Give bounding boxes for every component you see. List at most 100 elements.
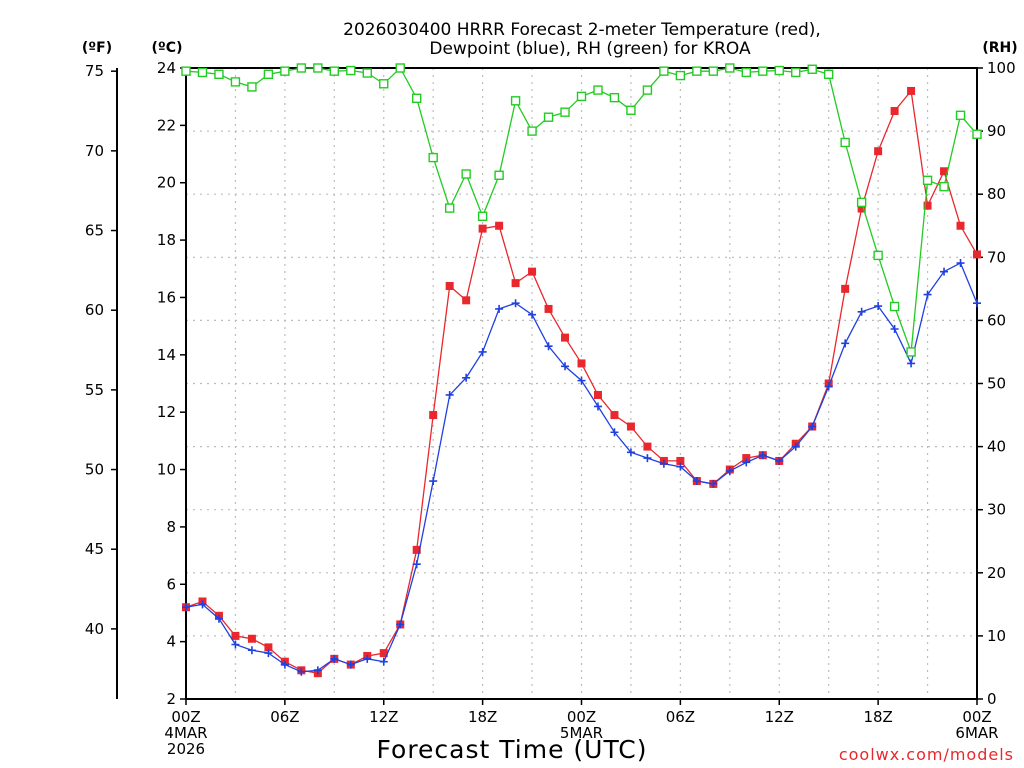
dewpoint-point — [923, 290, 932, 299]
rh-point — [791, 67, 801, 78]
temperature-point — [462, 296, 471, 305]
fahrenheit-tick-label: 50 — [85, 461, 104, 479]
rh-point — [543, 112, 554, 122]
temperature-point — [495, 221, 504, 230]
dewpoint-point — [593, 402, 602, 411]
rh-tick-label: 60 — [987, 311, 1006, 329]
x-tick-label: 2026 — [167, 740, 205, 758]
dewpoint-point — [247, 646, 256, 655]
rh-point — [741, 67, 751, 78]
rh-point — [659, 66, 669, 76]
x-tick-label: 06Z — [666, 708, 695, 726]
rh-point — [675, 70, 686, 81]
rh-point — [708, 66, 719, 76]
dewpoint-point — [445, 390, 454, 399]
dewpoint-point — [758, 451, 767, 460]
fahrenheit-tick-label: 45 — [85, 540, 104, 558]
temperature-point — [231, 631, 240, 640]
temperature-point — [610, 411, 619, 420]
rh-point — [840, 137, 850, 148]
rh-point — [247, 82, 257, 92]
rh-point — [395, 63, 405, 73]
celsius-tick-label: 6 — [166, 575, 176, 593]
fahrenheit-tick-label: 40 — [85, 620, 104, 638]
temperature-point — [593, 390, 602, 399]
dewpoint-point — [841, 339, 850, 348]
rh-point — [642, 85, 653, 95]
rh-point — [510, 96, 521, 106]
dewpoint-point — [231, 640, 240, 649]
rh-point — [329, 66, 340, 76]
temperature-point — [956, 221, 965, 230]
rh-point — [906, 347, 916, 357]
dewpoint-point — [363, 654, 372, 663]
celsius-tick-label: 10 — [157, 461, 176, 479]
temperature-point — [742, 454, 751, 463]
dewpoint-point — [478, 347, 487, 356]
credit-text: coolwx.com/models — [839, 745, 1014, 764]
dewpoint-point — [659, 459, 668, 468]
dewpoint-point — [495, 304, 504, 313]
dewpoint-point — [709, 479, 718, 488]
dewpoint-point — [676, 462, 685, 471]
rh-point — [444, 203, 455, 213]
rh-point — [725, 63, 735, 73]
x-tick-label: 4MAR — [164, 724, 207, 742]
temperature-point — [890, 107, 899, 116]
rh-tick-label: 80 — [987, 185, 1006, 203]
dewpoint-point — [544, 342, 553, 351]
rh-point — [263, 69, 274, 80]
rh-point — [362, 68, 372, 78]
rh-point — [280, 66, 290, 76]
rh-point — [576, 91, 587, 102]
rh-point — [412, 93, 422, 103]
dewpoint-point — [462, 373, 471, 382]
rh-point — [461, 169, 471, 179]
x-tick-label: 00Z — [171, 708, 200, 726]
chart-title-line-2: Dewpoint (blue), RH (green) for KROA — [429, 39, 751, 59]
dewpoint-point — [412, 560, 421, 569]
celsius-tick-label: 4 — [166, 633, 176, 651]
dewpoint-point — [857, 307, 866, 316]
rh-point — [807, 64, 817, 74]
dewpoint-point — [346, 660, 355, 669]
temperature-point — [528, 267, 537, 276]
rh-tick-label: 100 — [987, 59, 1016, 77]
temperature-point — [429, 411, 438, 420]
x-tick-label: 6MAR — [955, 724, 998, 742]
rh-point — [972, 129, 982, 139]
x-tick-label: 5MAR — [560, 724, 603, 742]
dewpoint-point — [742, 458, 751, 467]
x-tick-label: 00Z — [962, 708, 991, 726]
rh-point — [428, 152, 438, 163]
rh-point — [230, 77, 241, 87]
x-tick-label: 06Z — [270, 708, 299, 726]
dewpoint-point — [214, 614, 223, 623]
fahrenheit-unit-label: (ºF) — [82, 40, 112, 56]
temperature-point — [841, 284, 850, 293]
rh-tick-label: 70 — [987, 248, 1006, 266]
celsius-tick-label: 24 — [157, 59, 176, 77]
rh-tick-label: 40 — [987, 438, 1006, 456]
dewpoint-point — [907, 359, 916, 368]
temperature-point — [643, 442, 652, 451]
rh-tick-label: 10 — [987, 627, 1006, 645]
rh-tick-label: 50 — [987, 375, 1006, 393]
dewpoint-point — [396, 620, 405, 629]
rh-point — [856, 197, 867, 208]
dewpoint-point — [561, 362, 570, 371]
series-layer — [181, 63, 982, 678]
temperature-point — [478, 224, 487, 233]
dewpoint-point — [297, 667, 306, 676]
dewpoint-point — [808, 422, 817, 431]
x-tick-label: 12Z — [765, 708, 794, 726]
dewpoint-point — [890, 325, 899, 334]
temperature-point — [626, 422, 635, 431]
rh-point — [873, 250, 883, 261]
rh-tick-label: 0 — [987, 690, 997, 708]
dewpoint-point — [725, 466, 734, 475]
fahrenheit-tick-label: 70 — [85, 142, 104, 160]
rh-point — [197, 67, 208, 78]
temperature-point — [874, 147, 883, 156]
dewpoint-point — [824, 382, 833, 391]
